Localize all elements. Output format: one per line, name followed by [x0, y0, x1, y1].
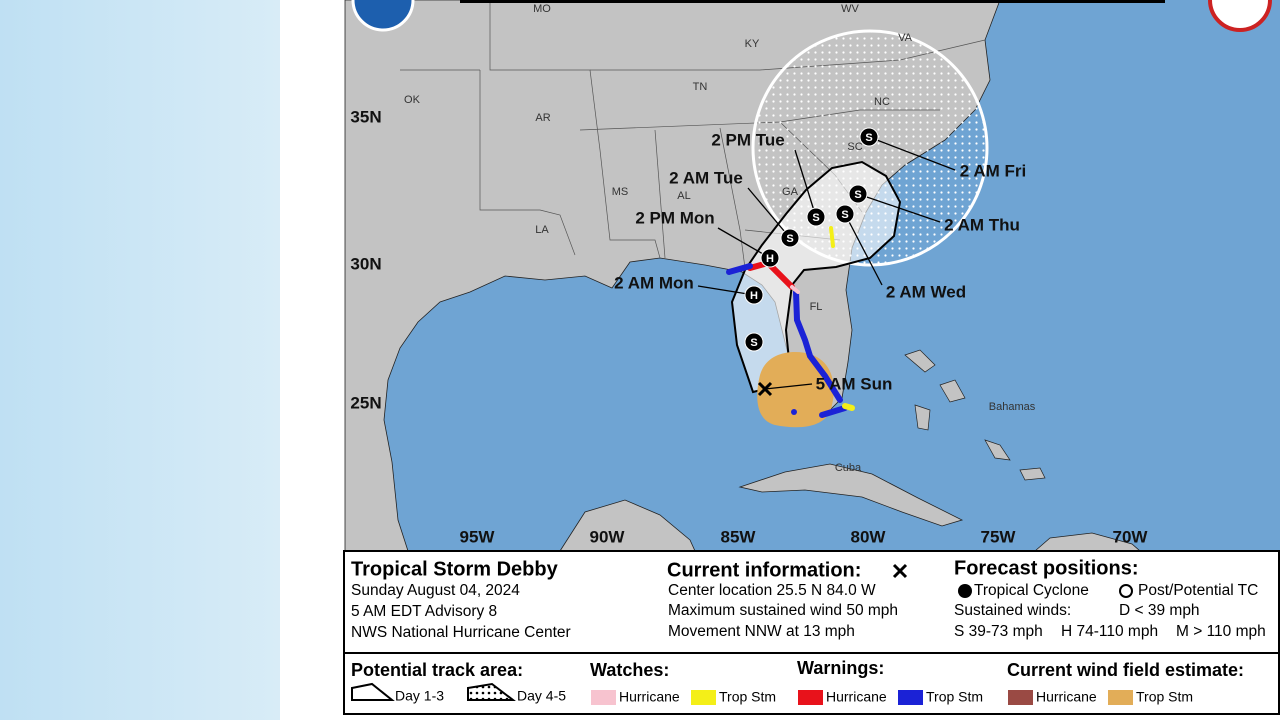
state-label: GA — [782, 186, 799, 198]
past-position — [791, 409, 797, 415]
day-1-3-icon — [351, 682, 395, 701]
state-label: LA — [535, 224, 549, 236]
marker-symbol: S — [786, 233, 793, 245]
movement: Movement NNW at 13 mph — [668, 623, 855, 640]
wind-hurricane-swatch — [1008, 690, 1033, 705]
longitude-label: 90W — [590, 527, 626, 546]
state-label: AL — [677, 190, 690, 202]
cone-day-1-3 — [730, 160, 902, 396]
longitude-label: 95W — [460, 527, 496, 546]
wind-hurricane: Hurricane — [1036, 689, 1097, 705]
marker-symbol: H — [766, 253, 774, 265]
wind-heading: Current wind field estimate: — [1007, 660, 1244, 680]
warnings-heading: Warnings: — [797, 658, 884, 678]
forecast-heading: Forecast positions: — [954, 557, 1138, 579]
tropical-cyclone: Tropical Cyclone — [974, 582, 1089, 599]
watches-heading: Watches: — [590, 660, 669, 680]
watch-ts-swatch — [691, 690, 716, 705]
x-icon — [892, 563, 908, 579]
side-panel — [0, 0, 280, 720]
watch-hurricane-swatch — [591, 690, 616, 705]
day-4-5: Day 4-5 — [517, 688, 566, 704]
source: NWS National Hurricane Center — [351, 624, 571, 641]
watch-trop-stm: Trop Stm — [719, 689, 776, 705]
tc-icon — [958, 584, 972, 598]
track-heading: Potential track area: — [351, 660, 523, 680]
forecast-time: 2 AM Mon — [614, 273, 694, 292]
forecast-time: 2 PM Mon — [635, 208, 714, 227]
state-label: VA — [898, 32, 913, 44]
place-label: Cuba — [835, 462, 862, 474]
land — [738, 463, 964, 527]
state-label: OK — [404, 94, 421, 106]
longitude-label: 85W — [721, 527, 757, 546]
longitude-label: 80W — [851, 527, 887, 546]
forecast-markers: H H S S S S S S — [744, 127, 879, 352]
warning-hurricane: Hurricane — [826, 689, 887, 705]
d-range: D < 39 mph — [1119, 602, 1200, 619]
latitude-label: 30N — [350, 254, 381, 273]
longitude-label: 75W — [981, 527, 1017, 546]
marker-symbol: H — [750, 290, 758, 302]
marker-symbol: S — [841, 209, 848, 221]
latitude-label: 25N — [350, 393, 381, 412]
center-location: Center location 25.5 N 84.0 W — [668, 582, 876, 599]
leader-lines — [697, 136, 956, 390]
current-heading: Current information: — [667, 559, 861, 581]
forecast-time: 2 AM Tue — [669, 168, 743, 187]
islands — [904, 349, 1046, 481]
state-label: KY — [745, 38, 760, 50]
state-label: MS — [612, 186, 629, 198]
state-label: AR — [535, 112, 550, 124]
state-label: MO — [533, 3, 551, 15]
sustained-winds: Sustained winds: — [954, 602, 1071, 619]
map: MO KY WV VA OK AR TN NC SC GA MS AL LA F… — [344, 0, 1280, 552]
current-position — [757, 381, 773, 397]
forecast-time: 2 AM Fri — [960, 161, 1026, 180]
state-label: WV — [841, 3, 859, 15]
warnings — [726, 226, 855, 418]
day-1-3: Day 1-3 — [395, 688, 444, 704]
h-range: H 74-110 mph — [1061, 623, 1158, 640]
advisory: 5 AM EDT Advisory 8 — [351, 603, 497, 620]
latitude-label: 35N — [350, 107, 381, 126]
state-label: TN — [693, 81, 708, 93]
place-label: Bahamas — [989, 401, 1036, 413]
warning-hurricane-swatch — [798, 690, 823, 705]
watch-hurricane: Hurricane — [619, 689, 680, 705]
marker-symbol: S — [865, 132, 872, 144]
day-4-5-icon — [467, 682, 516, 701]
state-label: FL — [810, 301, 823, 313]
s-range: S 39-73 mph — [954, 623, 1043, 640]
legend-box — [343, 550, 1280, 715]
wind-field-trop-stm — [757, 352, 834, 428]
ptc-icon — [1119, 584, 1133, 598]
marker-symbol: S — [812, 212, 819, 224]
nws-logo — [1208, 0, 1272, 32]
forecast-time: 2 PM Tue — [711, 130, 784, 149]
m-range: M > 110 mph — [1176, 623, 1266, 640]
header-bar — [460, 0, 1165, 3]
noaa-logo — [351, 0, 415, 32]
warning-ts-swatch — [898, 690, 923, 705]
state-label: SC — [847, 141, 862, 153]
marker-symbol: S — [854, 189, 861, 201]
marker-symbol: S — [750, 337, 757, 349]
forecast-time: 2 AM Thu — [944, 215, 1020, 234]
state-label: NC — [874, 96, 890, 108]
date: Sunday August 04, 2024 — [351, 582, 520, 599]
post-potential: Post/Potential TC — [1138, 582, 1258, 599]
wind-ts-swatch — [1108, 690, 1133, 705]
max-wind: Maximum sustained wind 50 mph — [668, 602, 898, 619]
forecast-time: 2 AM Wed — [886, 282, 966, 301]
current-time: 5 AM Sun — [816, 374, 893, 393]
storm-title: Tropical Storm Debby — [351, 558, 559, 580]
warning-trop-stm: Trop Stm — [926, 689, 983, 705]
longitude-label: 70W — [1113, 527, 1149, 546]
wind-trop-stm: Trop Stm — [1136, 689, 1193, 705]
